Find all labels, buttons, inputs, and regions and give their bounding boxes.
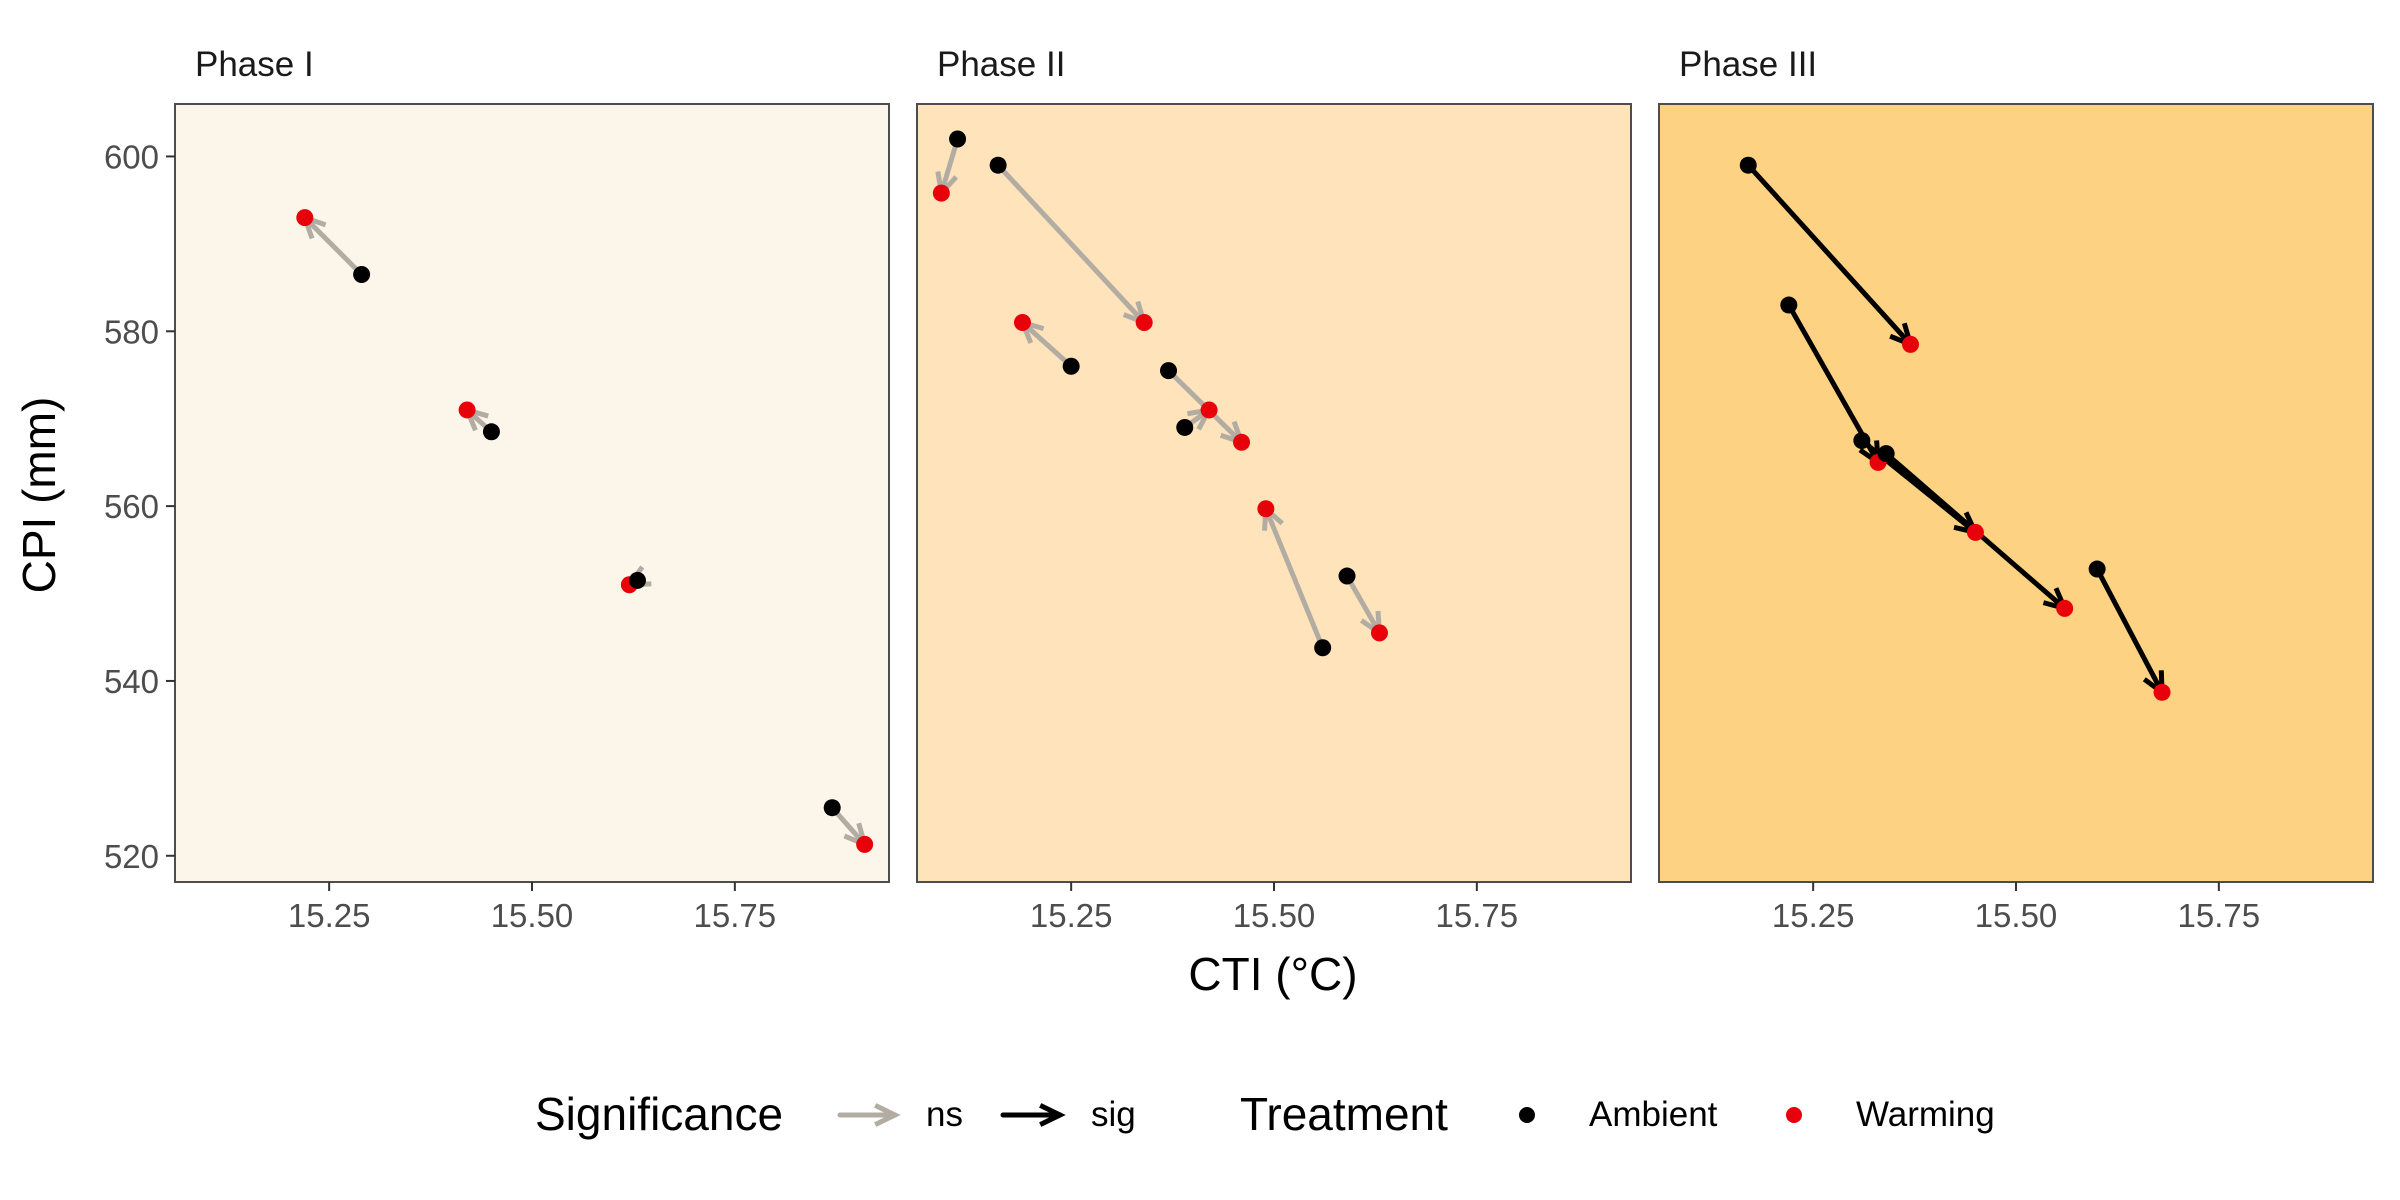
point-ambient-2 <box>1780 296 1798 314</box>
point-warming-5 <box>1200 401 1218 419</box>
legend-sig-arrow-head <box>1039 1103 1066 1127</box>
point-warming-7 <box>1370 624 1388 642</box>
point-ambient-4 <box>1160 362 1178 380</box>
legend-title-significance: Significance <box>535 1088 783 1140</box>
panel-2: Phase II 15.25 15.50 15.75 <box>916 45 1632 934</box>
arrow-1-shaft <box>938 136 961 196</box>
point-ambient-3 <box>1062 357 1080 375</box>
point-warming-3 <box>1966 523 1984 541</box>
point-ambient-1 <box>353 265 371 283</box>
point-warming-4 <box>856 835 874 853</box>
point-warming-4 <box>2056 599 2074 617</box>
point-warming-6 <box>1257 500 1275 518</box>
legend-key-ns <box>837 1103 901 1127</box>
legend-label-ambient: Ambient <box>1589 1095 1718 1134</box>
y-tick-label: 580 <box>104 313 159 350</box>
panel-title: Phase III <box>1679 45 1817 84</box>
x-tick-label: 15.50 <box>1975 897 2058 934</box>
panel-background <box>917 104 1631 882</box>
arrow-5-shaft <box>2094 566 2165 695</box>
x-tick-label: 15.75 <box>694 897 777 934</box>
x-tick-label: 15.25 <box>1030 897 1113 934</box>
point-ambient-6 <box>1314 639 1332 657</box>
point-warming-2 <box>1135 314 1153 332</box>
x-axis-title: CTI (°C) <box>1188 948 1357 1000</box>
legend-label-ns: ns <box>926 1095 963 1134</box>
arrow-1-shaft <box>302 215 365 277</box>
x-tick-label: 15.25 <box>288 897 371 934</box>
arrow-1-shaft <box>1745 162 1914 347</box>
point-warming-3 <box>1013 314 1031 332</box>
legend-key-ambient <box>1519 1107 1535 1123</box>
legend-label-sig: sig <box>1091 1095 1136 1134</box>
point-ambient-5 <box>1176 418 1194 436</box>
point-ambient-1 <box>1739 156 1757 174</box>
legend-key-warming <box>1786 1107 1802 1123</box>
legend: Significance ns sig Treatment Ambient Wa… <box>535 1088 1995 1140</box>
point-ambient-2 <box>989 156 1007 174</box>
panel-background <box>1659 104 2373 882</box>
point-ambient-4 <box>823 799 841 817</box>
point-ambient-4 <box>1877 445 1895 463</box>
point-ambient-1 <box>949 130 967 148</box>
y-tick-label: 520 <box>104 838 159 875</box>
arrow-6-shaft <box>1263 506 1326 651</box>
x-tick-label: 15.25 <box>1772 897 1855 934</box>
point-ambient-5 <box>2088 560 2106 578</box>
y-tick-label: 560 <box>104 488 159 525</box>
point-warming-5 <box>2153 683 2171 701</box>
x-tick-label: 15.50 <box>491 897 574 934</box>
arrow-7-shaft <box>1344 573 1382 636</box>
panel-3: Phase III 15.25 15.50 15.75 <box>1658 45 2374 934</box>
x-tick-label: 15.75 <box>2178 897 2261 934</box>
point-warming-2 <box>458 401 476 419</box>
arrow-3-shaft <box>1019 320 1074 369</box>
point-ambient-3 <box>628 571 646 589</box>
panels: Phase I15.25 15.50 15.75520540560580600Pha… <box>104 45 2374 934</box>
point-warming-1 <box>296 209 314 227</box>
point-ambient-7 <box>1338 567 1356 585</box>
arrow-2-shaft <box>995 162 1147 326</box>
panel-1: Phase I 15.25 15.50 15.75 520 540 560 580 600 <box>104 45 890 934</box>
y-axis-title: CPI (mm) <box>13 397 65 594</box>
point-warming-1 <box>1902 335 1920 353</box>
legend-label-warming: Warming <box>1856 1095 1995 1134</box>
point-warming-4 <box>1233 433 1251 451</box>
panel-title: Phase II <box>937 45 1065 84</box>
y-tick-label: 600 <box>104 138 159 175</box>
legend-key-sig <box>1000 1103 1066 1127</box>
x-tick-label: 15.75 <box>1436 897 1519 934</box>
point-ambient-2 <box>482 423 500 441</box>
legend-ns-arrow-head <box>874 1103 901 1127</box>
y-tick-label: 540 <box>104 663 159 700</box>
panel-background <box>175 104 889 882</box>
panel-title: Phase I <box>195 45 314 84</box>
x-tick-label: 15.50 <box>1233 897 1316 934</box>
point-ambient-3 <box>1853 432 1871 450</box>
point-warming-1 <box>932 184 950 202</box>
legend-title-treatment: Treatment <box>1240 1088 1448 1140</box>
